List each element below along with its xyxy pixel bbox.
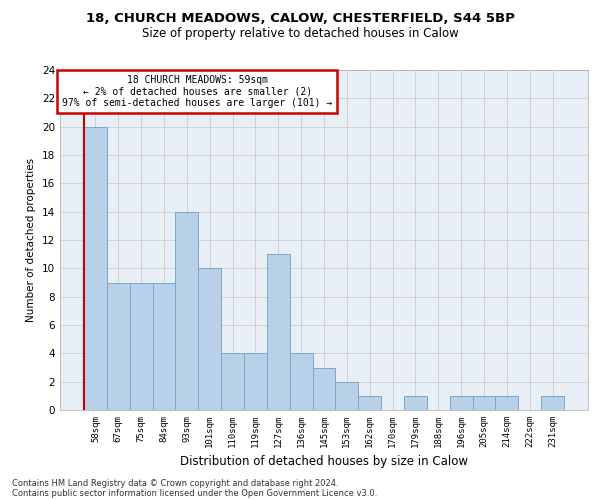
Bar (290, 354, 313, 410)
Bar (198, 268, 221, 410)
X-axis label: Distribution of detached houses by size in Calow: Distribution of detached houses by size … (180, 456, 468, 468)
Bar (358, 396, 381, 410)
Text: Contains HM Land Registry data © Crown copyright and database right 2024.: Contains HM Land Registry data © Crown c… (12, 478, 338, 488)
Bar (244, 354, 267, 410)
Bar (130, 282, 152, 410)
Bar (335, 382, 358, 410)
Bar (175, 212, 198, 410)
Bar (267, 254, 290, 410)
Bar (541, 396, 564, 410)
Bar (107, 282, 130, 410)
Bar (313, 368, 335, 410)
Bar (473, 396, 496, 410)
Text: 18 CHURCH MEADOWS: 59sqm
← 2% of detached houses are smaller (2)
97% of semi-det: 18 CHURCH MEADOWS: 59sqm ← 2% of detache… (62, 75, 332, 108)
Bar (221, 354, 244, 410)
Text: Contains public sector information licensed under the Open Government Licence v3: Contains public sector information licen… (12, 488, 377, 498)
Y-axis label: Number of detached properties: Number of detached properties (26, 158, 37, 322)
Bar (450, 396, 473, 410)
Bar (496, 396, 518, 410)
Bar (84, 126, 107, 410)
Bar (404, 396, 427, 410)
Text: Size of property relative to detached houses in Calow: Size of property relative to detached ho… (142, 28, 458, 40)
Text: 18, CHURCH MEADOWS, CALOW, CHESTERFIELD, S44 5BP: 18, CHURCH MEADOWS, CALOW, CHESTERFIELD,… (86, 12, 514, 26)
Bar (152, 282, 175, 410)
